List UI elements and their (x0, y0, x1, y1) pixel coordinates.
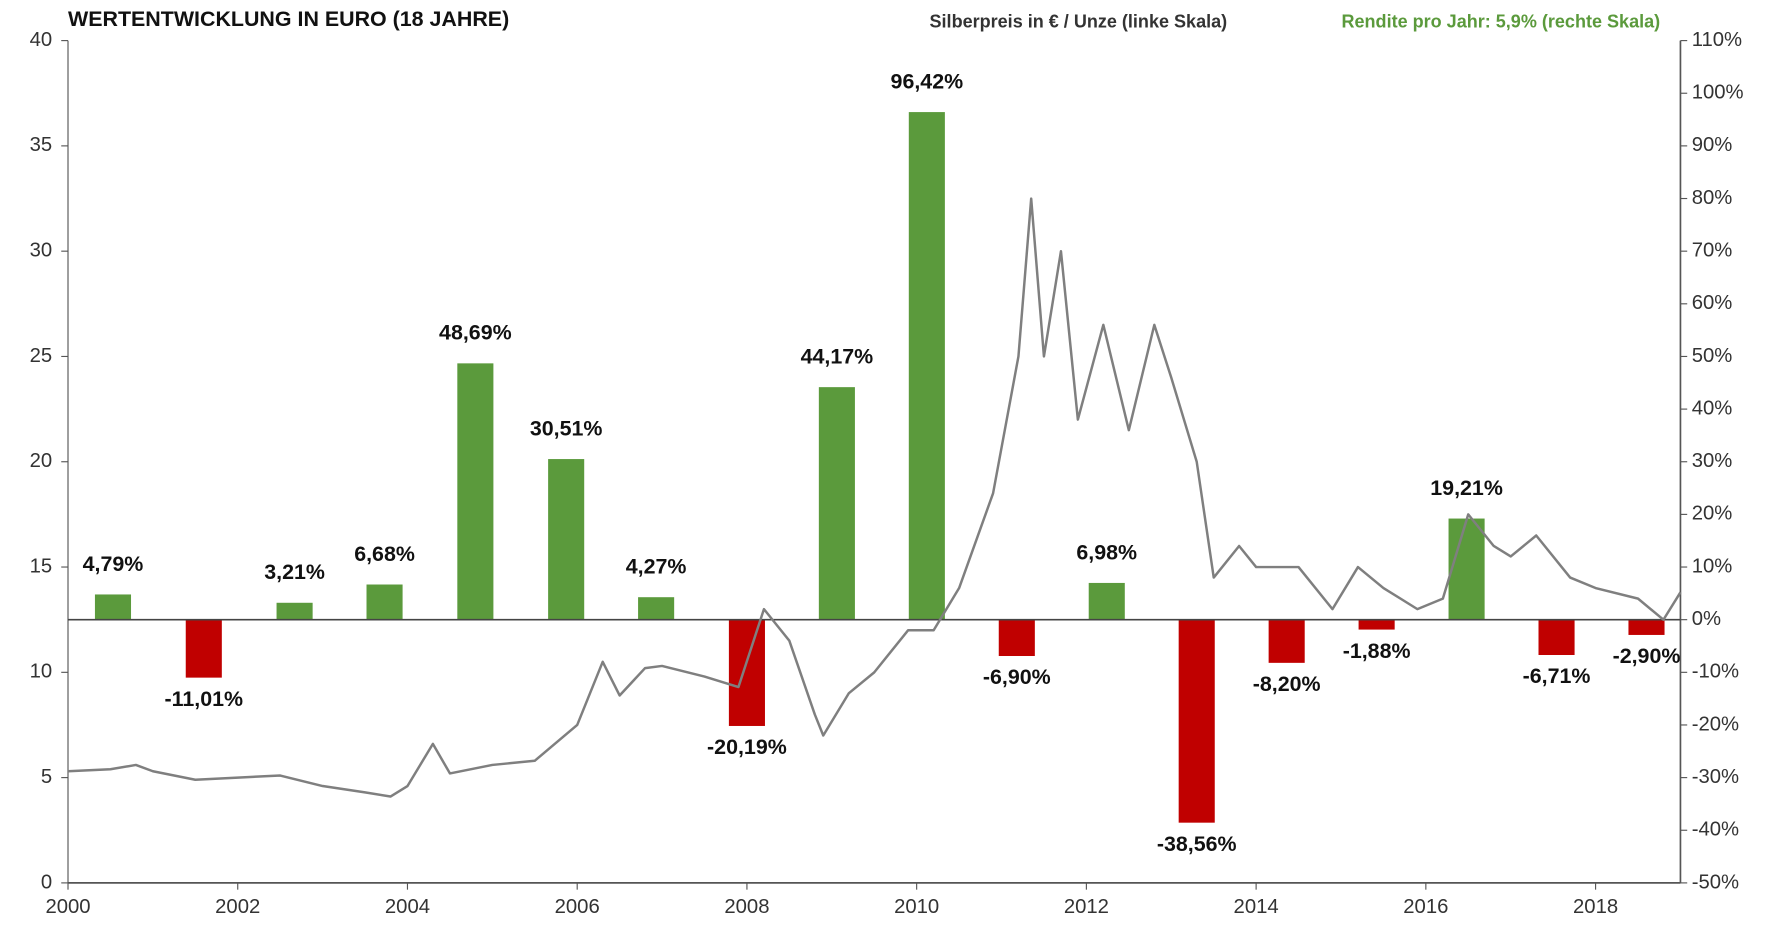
value-label: -2,90% (1613, 644, 1681, 668)
value-label: -38,56% (1157, 832, 1237, 856)
value-label: 96,42% (891, 69, 964, 93)
bar (1268, 619, 1305, 663)
bar (908, 112, 945, 620)
bar (94, 594, 132, 620)
bar (818, 387, 855, 620)
y-tick-label: 25 (30, 345, 53, 367)
y2-tick-label: 20% (1692, 503, 1733, 525)
value-label: 3,21% (264, 560, 325, 584)
y2-tick-label: 10% (1692, 555, 1733, 577)
value-label: -20,19% (707, 735, 787, 759)
y2-tick-label: 70% (1692, 240, 1733, 262)
y-tick-label: 20 (30, 450, 53, 472)
x-tick-label: 2016 (1403, 896, 1448, 918)
bar (1628, 619, 1665, 635)
legend-entry: Rendite pro Jahr: 5,9% (rechte Skala) (1341, 11, 1660, 31)
chart-title: WERTENTWICKLUNG IN EURO (18 JAHRE) (68, 7, 509, 31)
value-label: -11,01% (165, 687, 244, 711)
value-label: 6,68% (354, 542, 415, 566)
y2-tick-label: 40% (1692, 397, 1733, 419)
y2-tick-label: 30% (1692, 450, 1733, 472)
y2-tick-label: 0% (1692, 608, 1721, 630)
x-tick-label: 2008 (724, 896, 769, 918)
bar (1358, 619, 1395, 630)
value-label: -1,88% (1343, 639, 1411, 663)
value-label: 44,17% (801, 344, 874, 368)
y2-tick-label: 110% (1692, 29, 1742, 51)
y2-tick-label: -20% (1692, 713, 1739, 735)
value-label: 48,69% (439, 321, 512, 345)
x-tick-label: 2010 (894, 896, 939, 918)
x-tick-label: 2006 (555, 896, 600, 918)
y2-tick-label: -10% (1692, 661, 1739, 683)
y2-tick-label: 90% (1692, 134, 1733, 156)
x-tick-label: 2000 (45, 896, 90, 918)
y-tick-label: 15 (30, 555, 53, 577)
x-tick-label: 2004 (385, 896, 430, 918)
y2-tick-label: -30% (1692, 766, 1739, 788)
bar (728, 619, 765, 726)
y-tick-label: 0 (41, 871, 52, 893)
x-tick-label: 2018 (1573, 896, 1618, 918)
bar (366, 584, 403, 620)
y2-tick-label: 100% (1692, 82, 1744, 104)
bar (457, 363, 494, 620)
x-tick-label: 2002 (215, 896, 260, 918)
bar (638, 597, 675, 620)
value-label: 4,27% (626, 555, 687, 579)
y2-tick-label: 80% (1692, 187, 1733, 209)
value-label: -8,20% (1253, 672, 1321, 696)
price-line (67, 197, 1682, 798)
x-tick-label: 2014 (1234, 896, 1279, 918)
y2-tick-label: -40% (1692, 819, 1739, 841)
bar (185, 619, 222, 678)
bar (1538, 619, 1575, 656)
y2-tick-label: 60% (1692, 292, 1733, 314)
value-label: -6,90% (983, 665, 1051, 689)
bar (1448, 518, 1485, 620)
value-label: 4,79% (83, 552, 144, 576)
bar (276, 602, 313, 620)
value-label: 30,51% (530, 416, 603, 440)
y-tick-label: 5 (41, 766, 52, 788)
value-label: 19,21% (1430, 476, 1503, 500)
bar (548, 459, 585, 620)
bar (1178, 619, 1215, 823)
x-tick-label: 2012 (1064, 896, 1109, 918)
y-tick-label: 35 (30, 134, 53, 156)
y2-tick-label: -50% (1692, 871, 1739, 893)
y2-tick-label: 50% (1692, 345, 1733, 367)
value-label: 6,98% (1076, 540, 1137, 564)
y-tick-label: 30 (30, 240, 53, 262)
bar (1088, 582, 1125, 620)
y-tick-label: 40 (30, 29, 53, 51)
value-label: -6,71% (1523, 664, 1591, 688)
legend-entry: Silberpreis in € / Unze (linke Skala) (930, 11, 1228, 31)
y-tick-label: 10 (30, 661, 53, 683)
bar (998, 619, 1035, 657)
